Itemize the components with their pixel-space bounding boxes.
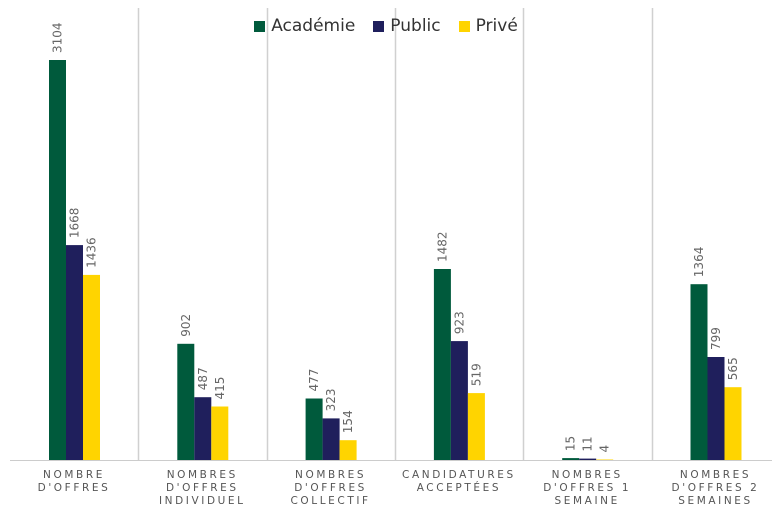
bar-5-0 bbox=[691, 284, 708, 460]
value-label-1-1: 487 bbox=[196, 367, 210, 390]
bar-4-2 bbox=[596, 460, 613, 461]
value-label-2-1: 323 bbox=[324, 388, 338, 411]
bar-5-1 bbox=[708, 357, 725, 460]
legend-label-prive: Privé bbox=[476, 16, 518, 36]
value-label-4-2: 4 bbox=[598, 445, 612, 453]
bar-3-0 bbox=[434, 269, 451, 460]
bar-0-2 bbox=[83, 275, 100, 460]
value-label-3-0: 1482 bbox=[435, 231, 449, 262]
legend-item-prive: Privé bbox=[459, 16, 518, 36]
value-label-5-1: 799 bbox=[709, 327, 723, 350]
value-label-1-0: 902 bbox=[179, 314, 193, 337]
value-label-3-1: 923 bbox=[452, 311, 466, 334]
value-label-3-2: 519 bbox=[469, 363, 483, 386]
legend-swatch-public bbox=[373, 21, 384, 32]
bar-4-1 bbox=[579, 459, 596, 460]
category-label-3: CANDIDATURES ACCEPTÉES bbox=[395, 469, 523, 495]
bar-1-2 bbox=[211, 407, 228, 461]
category-label-2: NOMBRES D'OFFRES COLLECTIF bbox=[267, 469, 395, 508]
bar-5-2 bbox=[725, 387, 742, 460]
value-label-0-2: 1436 bbox=[85, 237, 99, 268]
legend-item-public: Public bbox=[373, 16, 440, 36]
category-label-1: NOMBRES D'OFFRES INDIVIDUEL bbox=[138, 469, 266, 508]
category-label-0: NOMBRE D'OFFRES bbox=[10, 469, 138, 495]
category-label-5: NOMBRES D'OFFRES 2 SEMAINES bbox=[652, 469, 772, 508]
bar-2-1 bbox=[323, 418, 340, 460]
value-label-5-0: 1364 bbox=[692, 247, 706, 278]
value-label-2-0: 477 bbox=[307, 369, 321, 392]
bar-1-0 bbox=[177, 344, 194, 460]
value-label-4-0: 15 bbox=[564, 436, 578, 451]
bar-1-1 bbox=[194, 397, 211, 460]
value-label-5-2: 565 bbox=[726, 357, 740, 380]
legend-label-academie: Académie bbox=[271, 16, 355, 36]
legend-item-academie: Académie bbox=[254, 16, 355, 36]
bar-2-0 bbox=[306, 399, 323, 461]
bar-0-0 bbox=[49, 60, 66, 460]
bar-3-1 bbox=[451, 341, 468, 460]
category-label-4: NOMBRES D'OFFRES 1 SEMAINE bbox=[523, 469, 651, 508]
value-label-0-1: 1668 bbox=[68, 208, 82, 239]
bar-2-2 bbox=[340, 440, 357, 460]
value-label-4-1: 11 bbox=[581, 436, 595, 451]
legend: Académie Public Privé bbox=[0, 16, 772, 36]
value-label-1-2: 415 bbox=[213, 377, 227, 400]
legend-label-public: Public bbox=[390, 16, 440, 36]
bar-0-1 bbox=[66, 245, 83, 460]
legend-swatch-prive bbox=[459, 21, 470, 32]
legend-swatch-academie bbox=[254, 21, 265, 32]
value-label-2-2: 154 bbox=[341, 410, 355, 433]
bar-3-2 bbox=[468, 393, 485, 460]
bar-4-0 bbox=[562, 458, 579, 460]
